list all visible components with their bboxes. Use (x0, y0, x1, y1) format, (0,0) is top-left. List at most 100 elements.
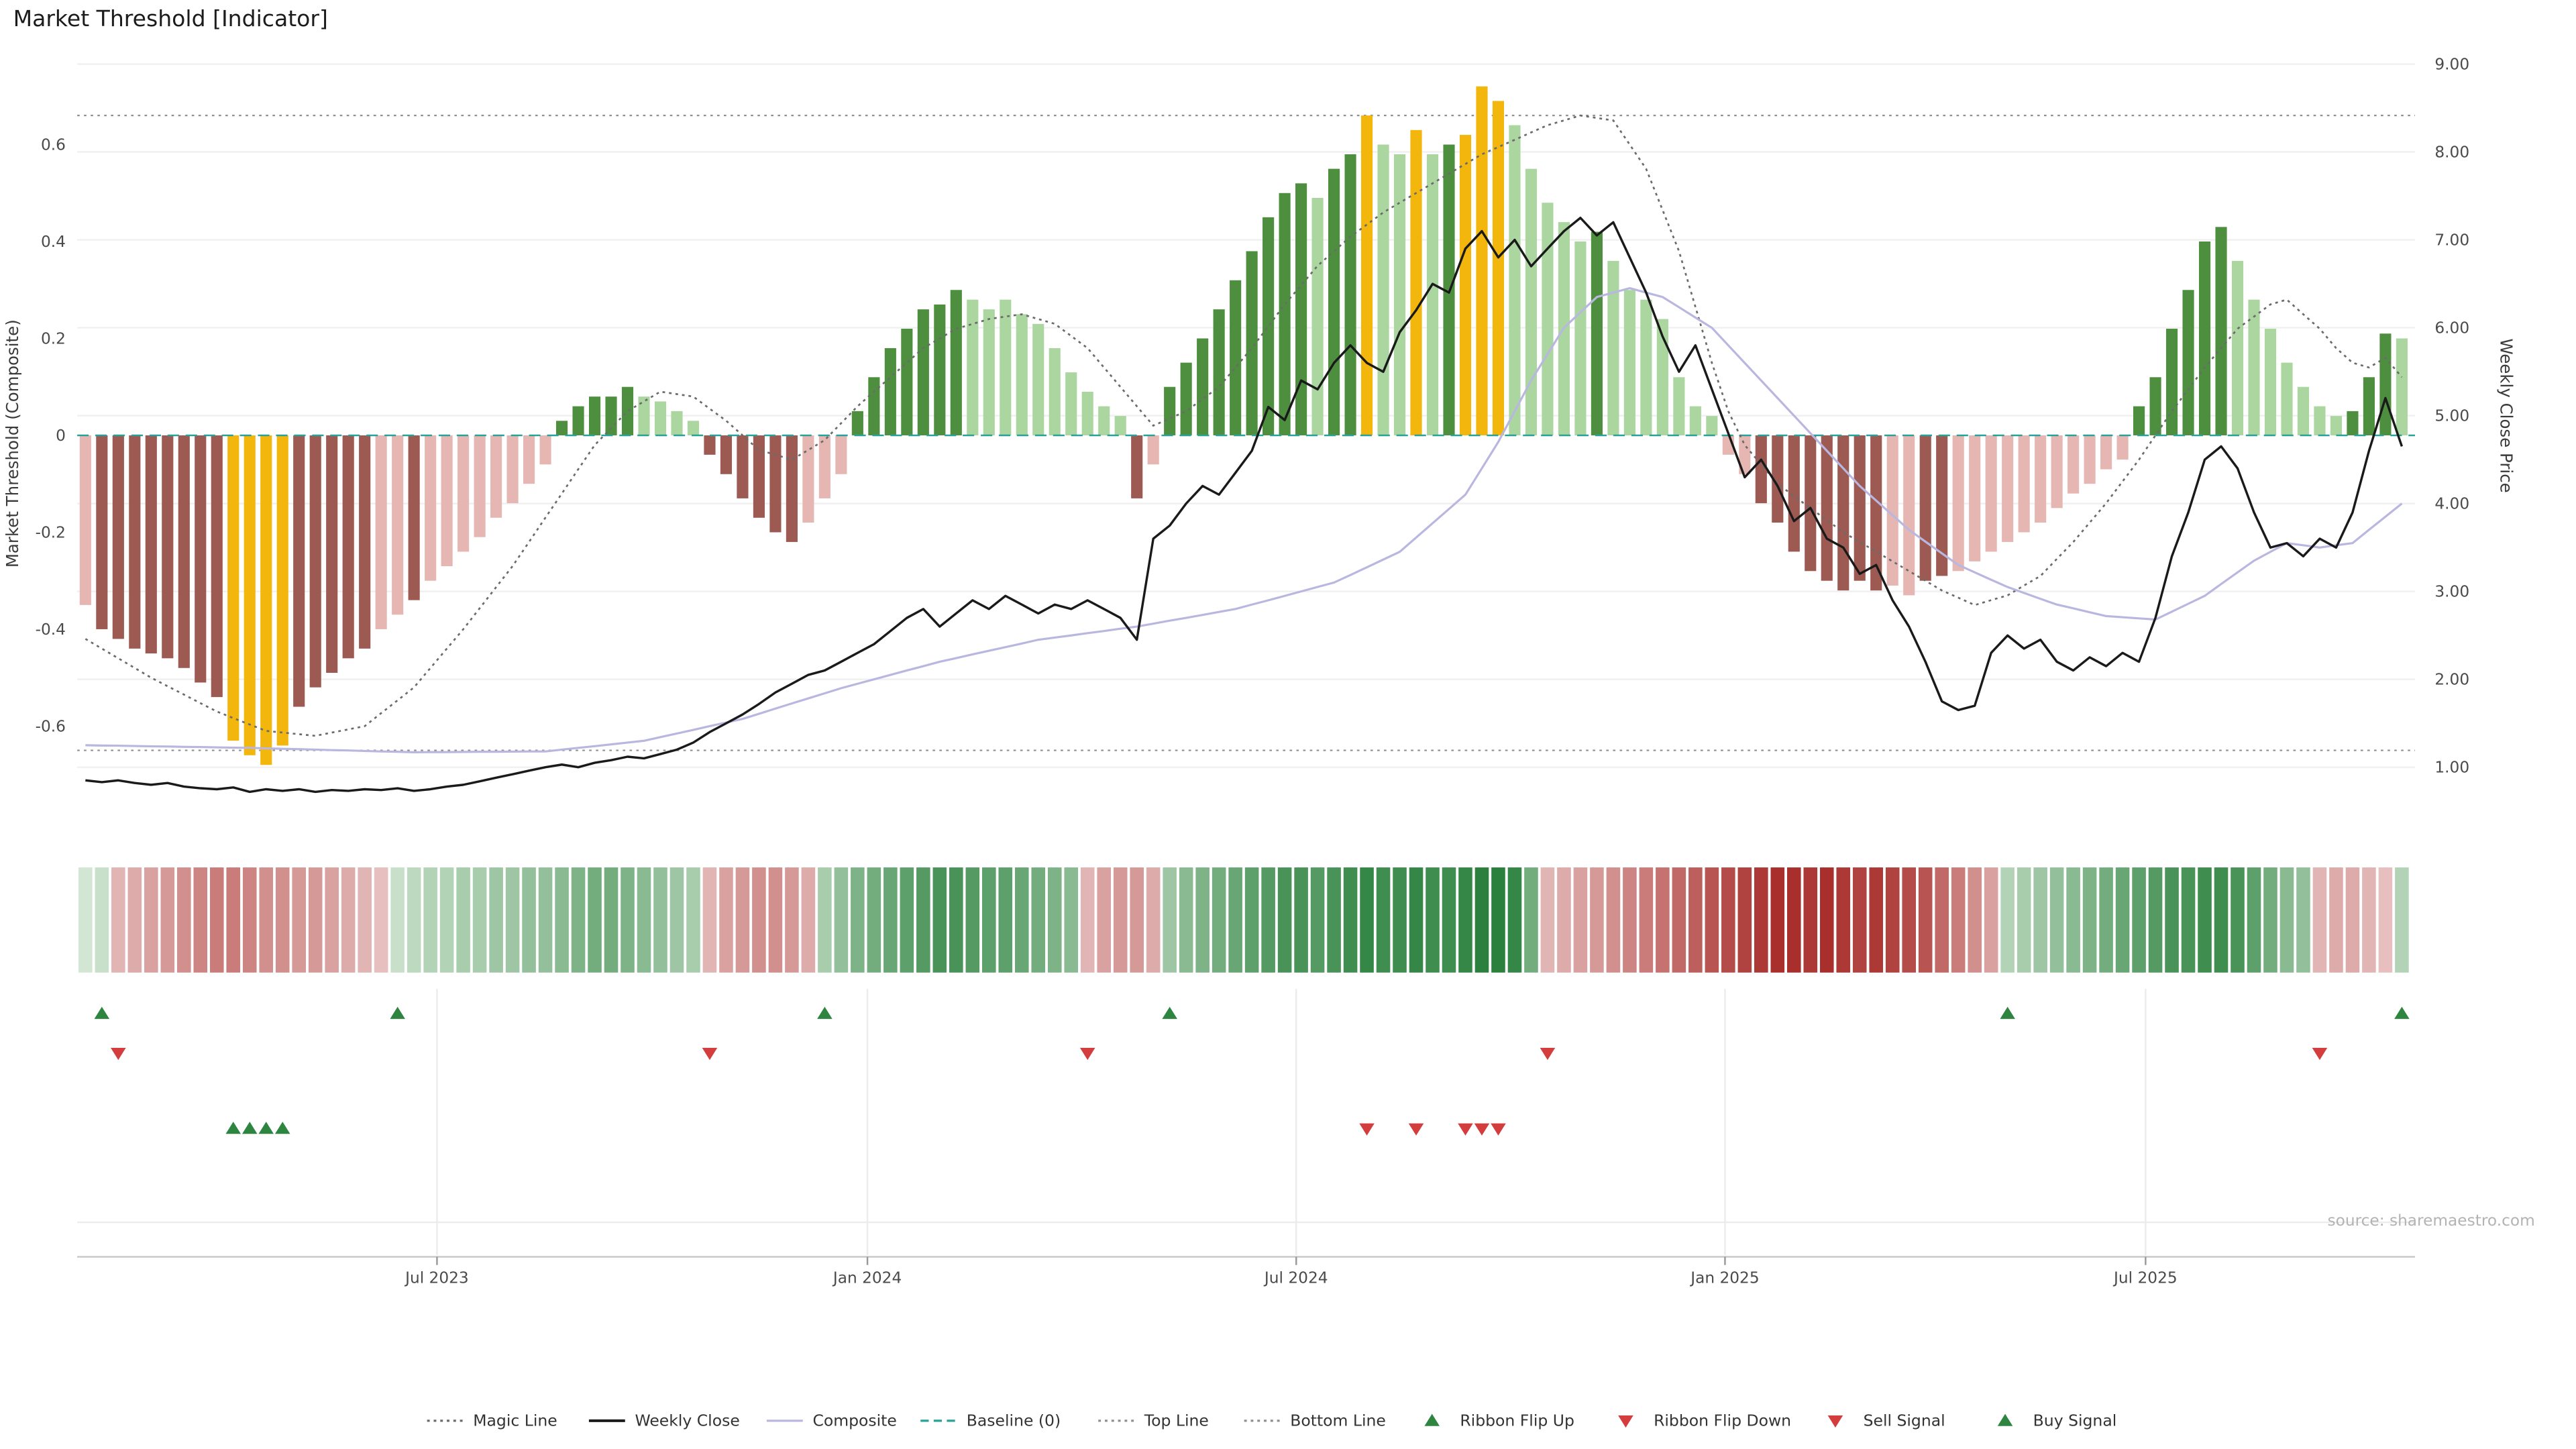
ribbon-cell (2378, 867, 2393, 973)
ribbon-cell (1819, 867, 1834, 973)
threshold-bar (1032, 323, 1044, 435)
right-tick-label: 5.00 (2434, 407, 2469, 425)
ribbon-cell (1869, 867, 1884, 973)
ribbon-cell (965, 867, 980, 973)
ribbon-cell (604, 867, 619, 973)
left-tick-label: 0.6 (41, 136, 66, 154)
threshold-bar (1279, 193, 1291, 435)
ribbon-cell (588, 867, 602, 973)
sell-signal-icon (1491, 1123, 1506, 1136)
ribbon-cell (308, 867, 323, 973)
right-tick-label: 9.00 (2434, 55, 2469, 73)
threshold-bar (79, 435, 91, 605)
threshold-bar (2149, 377, 2161, 435)
ribbon-cell (2148, 867, 2163, 973)
threshold-bar (1623, 290, 1635, 435)
threshold-bar (2100, 435, 2112, 470)
threshold-bar (2314, 406, 2326, 435)
ribbon-cell (95, 867, 109, 973)
threshold-bar (1492, 101, 1505, 435)
threshold-bar (2379, 333, 2392, 435)
threshold-bar (1164, 386, 1176, 435)
threshold-bar (1903, 435, 1915, 596)
legend-label: Top Line (1144, 1411, 1209, 1430)
threshold-bar (901, 329, 913, 435)
ribbon-cell (1327, 867, 1341, 973)
threshold-bar (1656, 319, 1668, 435)
ribbon-cell (2247, 867, 2261, 973)
ribbon-cell (522, 867, 536, 973)
ribbon-cell (358, 867, 372, 973)
ribbon-cell (2395, 867, 2409, 973)
ribbon-cell (1130, 867, 1144, 973)
threshold-bar (572, 406, 584, 435)
legend-label: Ribbon Flip Down (1654, 1411, 1791, 1430)
threshold-bars (79, 86, 2408, 765)
threshold-bar (1689, 406, 1701, 435)
ribbon-cell (1146, 867, 1161, 973)
threshold-bar (2051, 435, 2063, 508)
ribbon-cell (2099, 867, 2113, 973)
ribbon-flip-down-icon (1079, 1047, 1095, 1061)
threshold-bar (835, 435, 847, 474)
threshold-bar (720, 435, 733, 474)
ribbon-cell (653, 867, 667, 973)
threshold-bar (654, 401, 667, 435)
ribbon-cell (1803, 867, 1818, 973)
threshold-bar (753, 435, 765, 518)
threshold-bar (769, 435, 782, 533)
threshold-bar (1114, 416, 1126, 435)
threshold-bar (1230, 280, 1242, 435)
ribbon-cell (834, 867, 849, 973)
ribbon-cell (768, 867, 783, 973)
ribbon-cell (851, 867, 865, 973)
ribbon-cell (1426, 867, 1440, 973)
ribbon-cell (439, 867, 454, 973)
ribbon-flip-up-icon (2394, 1006, 2410, 1019)
ribbon-cell (1951, 867, 1966, 973)
threshold-bar (802, 435, 814, 523)
threshold-bar (523, 435, 535, 484)
ribbon-cell (1770, 867, 1785, 973)
threshold-bar (162, 435, 174, 659)
threshold-bar (112, 435, 124, 639)
threshold-bar (375, 435, 387, 629)
ribbon-cell (1031, 867, 1046, 973)
threshold-bar (2248, 299, 2260, 435)
right-axis-label: Weekly Close Price (2496, 338, 2516, 492)
threshold-bar (1542, 203, 1554, 435)
threshold-bar (1311, 197, 1324, 435)
threshold-bar (818, 435, 830, 498)
left-tick-label: 0.2 (41, 329, 66, 347)
threshold-bar (2215, 227, 2227, 435)
threshold-bar (539, 435, 551, 465)
ribbon-cell (1244, 867, 1259, 973)
ribbon-cell (1590, 867, 1604, 973)
threshold-bar (408, 435, 420, 600)
legend-label: Magic Line (473, 1411, 557, 1430)
ribbon-cell (127, 867, 142, 973)
sell-signal-icon (1474, 1123, 1490, 1136)
threshold-bar (2018, 435, 2030, 533)
threshold-bar (1377, 144, 1389, 435)
threshold-bar (1969, 435, 1981, 561)
ribbon-cell (1688, 867, 1703, 973)
ribbon-cell (209, 867, 224, 973)
threshold-bar (638, 396, 650, 435)
threshold-bar (1000, 299, 1012, 435)
threshold-bar (2281, 362, 2293, 435)
ribbon-cell (1623, 867, 1637, 973)
ribbon-cell (1261, 867, 1275, 973)
threshold-bar (1755, 435, 1767, 504)
threshold-bar (704, 435, 716, 455)
ribbon-cell (423, 867, 437, 973)
threshold-bar (178, 435, 190, 668)
ribbon-cell (1014, 867, 1029, 973)
ribbon-cell (1656, 867, 1670, 973)
ribbon-cell (1507, 867, 1522, 973)
ribbon-cell (489, 867, 503, 973)
ribbon-cell (374, 867, 388, 973)
ribbon-cell (2362, 867, 2376, 973)
threshold-bar (1525, 168, 1538, 435)
threshold-bar (96, 435, 108, 629)
